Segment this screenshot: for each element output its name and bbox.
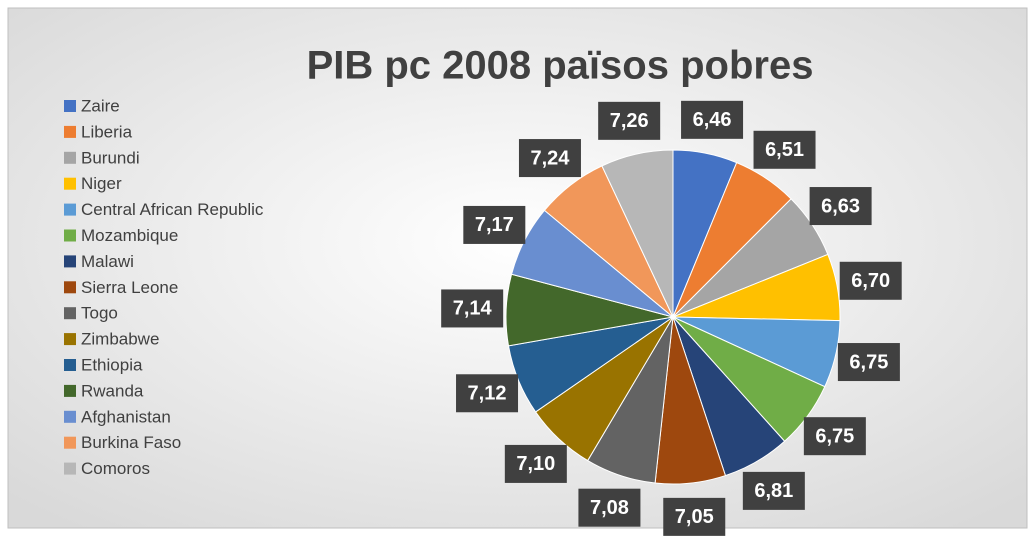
legend-marker: [64, 333, 76, 346]
legend-label: Comoros: [81, 459, 150, 478]
legend-marker: [64, 307, 76, 320]
legend-label: Liberia: [81, 122, 133, 141]
data-label-box: [681, 100, 744, 139]
data-label-box: [809, 187, 872, 226]
data-label-box: [578, 488, 641, 527]
data-label: 7,05: [675, 506, 714, 528]
data-label-box: [441, 289, 504, 328]
legend-marker: [64, 281, 76, 294]
legend-marker: [64, 410, 76, 423]
data-label-box: [504, 444, 567, 483]
legend-marker: [64, 125, 76, 138]
legend-label: Togo: [81, 304, 118, 323]
data-label-box: [803, 417, 866, 456]
legend-label: Burkina Faso: [81, 433, 181, 452]
legend-marker: [64, 384, 76, 397]
legend-label: Sierra Leone: [81, 278, 178, 297]
legend-marker: [64, 177, 76, 190]
data-label-box: [663, 497, 726, 536]
data-label: 7,26: [610, 110, 649, 132]
data-label: 7,12: [468, 383, 507, 405]
legend-marker: [64, 255, 76, 268]
legend-marker: [64, 229, 76, 242]
chart-title: PIB pc 2008 països pobres: [307, 44, 814, 88]
data-label-box: [456, 374, 519, 413]
legend-label: Afghanistan: [81, 407, 171, 426]
data-label: 6,75: [849, 351, 888, 373]
legend-label: Rwanda: [81, 381, 144, 400]
data-label: 6,63: [821, 195, 860, 217]
legend-label: Central African Republic: [81, 200, 264, 219]
pie-slice: [601, 149, 674, 318]
data-label: 7,24: [530, 147, 570, 169]
data-label-box: [518, 139, 581, 178]
legend-label: Burundi: [81, 148, 140, 167]
data-label: 6,46: [693, 109, 732, 131]
legend-marker: [64, 203, 76, 216]
legend-marker: [64, 436, 76, 449]
data-label-box: [839, 261, 902, 300]
legend-label: Zaire: [81, 96, 120, 115]
legend-marker: [64, 151, 76, 164]
data-label: 6,75: [815, 425, 854, 447]
legend-label: Mozambique: [81, 226, 178, 245]
legend-marker: [64, 100, 76, 112]
legend-label: Niger: [81, 174, 122, 193]
data-label: 6,51: [765, 139, 804, 161]
data-label-box: [742, 471, 805, 510]
data-label: 7,17: [475, 214, 514, 236]
data-label-box: [463, 205, 526, 244]
data-label-box: [598, 101, 661, 140]
data-label: 6,70: [851, 270, 890, 292]
data-label: 7,14: [453, 298, 493, 320]
legend-label: Ethiopia: [81, 355, 143, 374]
data-label: 6,81: [754, 480, 793, 502]
legend-marker: [64, 462, 76, 475]
data-label-box: [837, 343, 900, 382]
legend-label: Zimbabwe: [81, 330, 159, 349]
data-label-box: [753, 130, 816, 169]
data-label: 7,08: [590, 497, 629, 519]
legend-label: Malawi: [81, 252, 134, 271]
data-label: 7,10: [516, 453, 555, 475]
legend-marker: [64, 359, 76, 371]
